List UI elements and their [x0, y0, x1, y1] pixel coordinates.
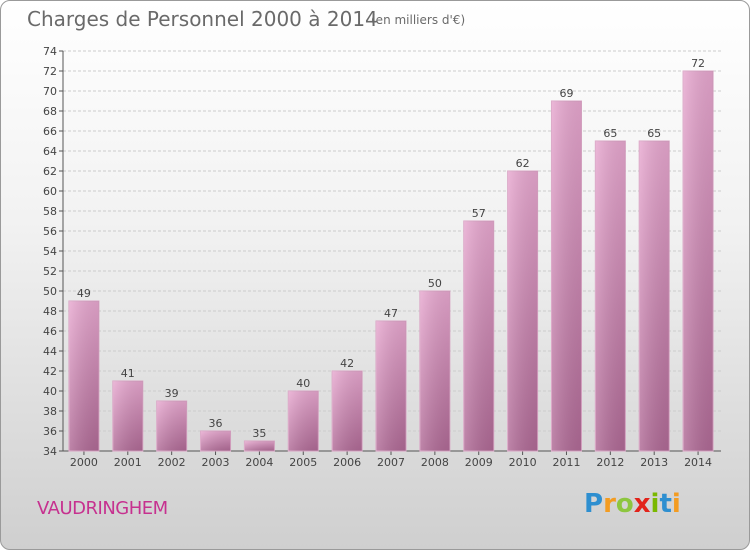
bar-shade-2007 [376, 321, 406, 451]
x-tick-label-2007: 2007 [377, 456, 405, 469]
proxiti-logo: Proxiti [584, 489, 681, 519]
bar-shade-2003 [200, 431, 231, 451]
commune-name: VAUDRINGHEM [37, 498, 168, 519]
bar-shade-2009 [463, 221, 494, 451]
x-tick-label-2003: 2003 [202, 456, 230, 469]
data-label-2008: 50 [428, 277, 442, 290]
bar-shade-2011 [551, 101, 582, 451]
x-tick-label-2002: 2002 [158, 456, 186, 469]
y-tick-label: 48 [43, 305, 57, 318]
chart-subtitle: (en milliers d'€) [371, 13, 466, 27]
label-layer: 49 2000 41 2001 39 2002 36 2003 35 2004 40 2005 42 20… [70, 57, 712, 469]
bar-shade-2008 [419, 291, 450, 451]
y-tick-label: 56 [43, 225, 57, 238]
data-label-2013: 65 [647, 127, 661, 140]
x-tick-label-2008: 2008 [421, 456, 449, 469]
y-tick-label: 62 [43, 165, 57, 178]
x-tick-label-2010: 2010 [509, 456, 537, 469]
y-tick-label: 54 [43, 245, 57, 258]
y-tick-label: 34 [43, 445, 57, 458]
data-label-2012: 65 [603, 127, 617, 140]
bar-shade-2004 [244, 441, 275, 451]
x-tick-label-2004: 2004 [245, 456, 273, 469]
data-label-2007: 47 [384, 307, 398, 320]
data-label-2003: 36 [209, 417, 223, 430]
data-label-2009: 57 [472, 207, 486, 220]
x-tick-label-2012: 2012 [596, 456, 624, 469]
x-tick-label-2011: 2011 [552, 456, 580, 469]
bar-shade-2000 [68, 301, 99, 451]
data-label-2011: 69 [559, 87, 573, 100]
bar-shade-2010 [507, 171, 538, 451]
bar-chart: 34 36 38 40 42 44 46 48 50 52 54 56 58 60 62 64 66 68 70 72… [43, 45, 721, 469]
y-tick-label: 72 [43, 65, 57, 78]
bar-shade-2012 [595, 141, 626, 451]
x-tick-label-2013: 2013 [640, 456, 668, 469]
y-tick-label: 64 [43, 145, 57, 158]
y-tick-label: 70 [43, 85, 57, 98]
bar-layer [68, 70, 714, 452]
data-label-2004: 35 [252, 427, 266, 440]
bar-shade-2001 [112, 381, 143, 451]
y-tick-label: 68 [43, 105, 57, 118]
y-tick-label: 60 [43, 185, 57, 198]
x-tick-label-2014: 2014 [684, 456, 712, 469]
data-label-2002: 39 [165, 387, 179, 400]
data-label-2001: 41 [121, 367, 135, 380]
chart-title: Charges de Personnel 2000 à 2014 [27, 7, 378, 31]
y-tick-label: 38 [43, 405, 57, 418]
bar-shade-2014 [683, 71, 714, 451]
bar-shade-2002 [156, 401, 187, 451]
x-tick-label-2001: 2001 [114, 456, 142, 469]
y-tick-label: 40 [43, 385, 57, 398]
x-tick-label-2000: 2000 [70, 456, 98, 469]
data-label-2014: 72 [691, 57, 705, 70]
data-label-2000: 49 [77, 287, 91, 300]
bar-shade-2005 [288, 391, 319, 451]
x-tick-label-2005: 2005 [289, 456, 317, 469]
bar-shade-2006 [332, 371, 363, 451]
y-tick-label: 42 [43, 365, 57, 378]
y-tick-label: 50 [43, 285, 57, 298]
y-tick-label: 52 [43, 265, 57, 278]
axis-layer: 34 36 38 40 42 44 46 48 50 52 54 56 58 60 62 64 66 68 70 72… [43, 45, 721, 458]
data-label-2006: 42 [340, 357, 354, 370]
x-tick-label-2006: 2006 [333, 456, 361, 469]
y-tick-label: 66 [43, 125, 57, 138]
y-tick-label: 58 [43, 205, 57, 218]
data-label-2010: 62 [516, 157, 530, 170]
y-tick-label: 46 [43, 325, 57, 338]
bar-shade-2013 [639, 141, 670, 451]
y-tick-label: 44 [43, 345, 57, 358]
y-tick-label: 36 [43, 425, 57, 438]
x-tick-label-2009: 2009 [465, 456, 493, 469]
y-tick-label: 74 [43, 45, 57, 58]
data-label-2005: 40 [296, 377, 310, 390]
